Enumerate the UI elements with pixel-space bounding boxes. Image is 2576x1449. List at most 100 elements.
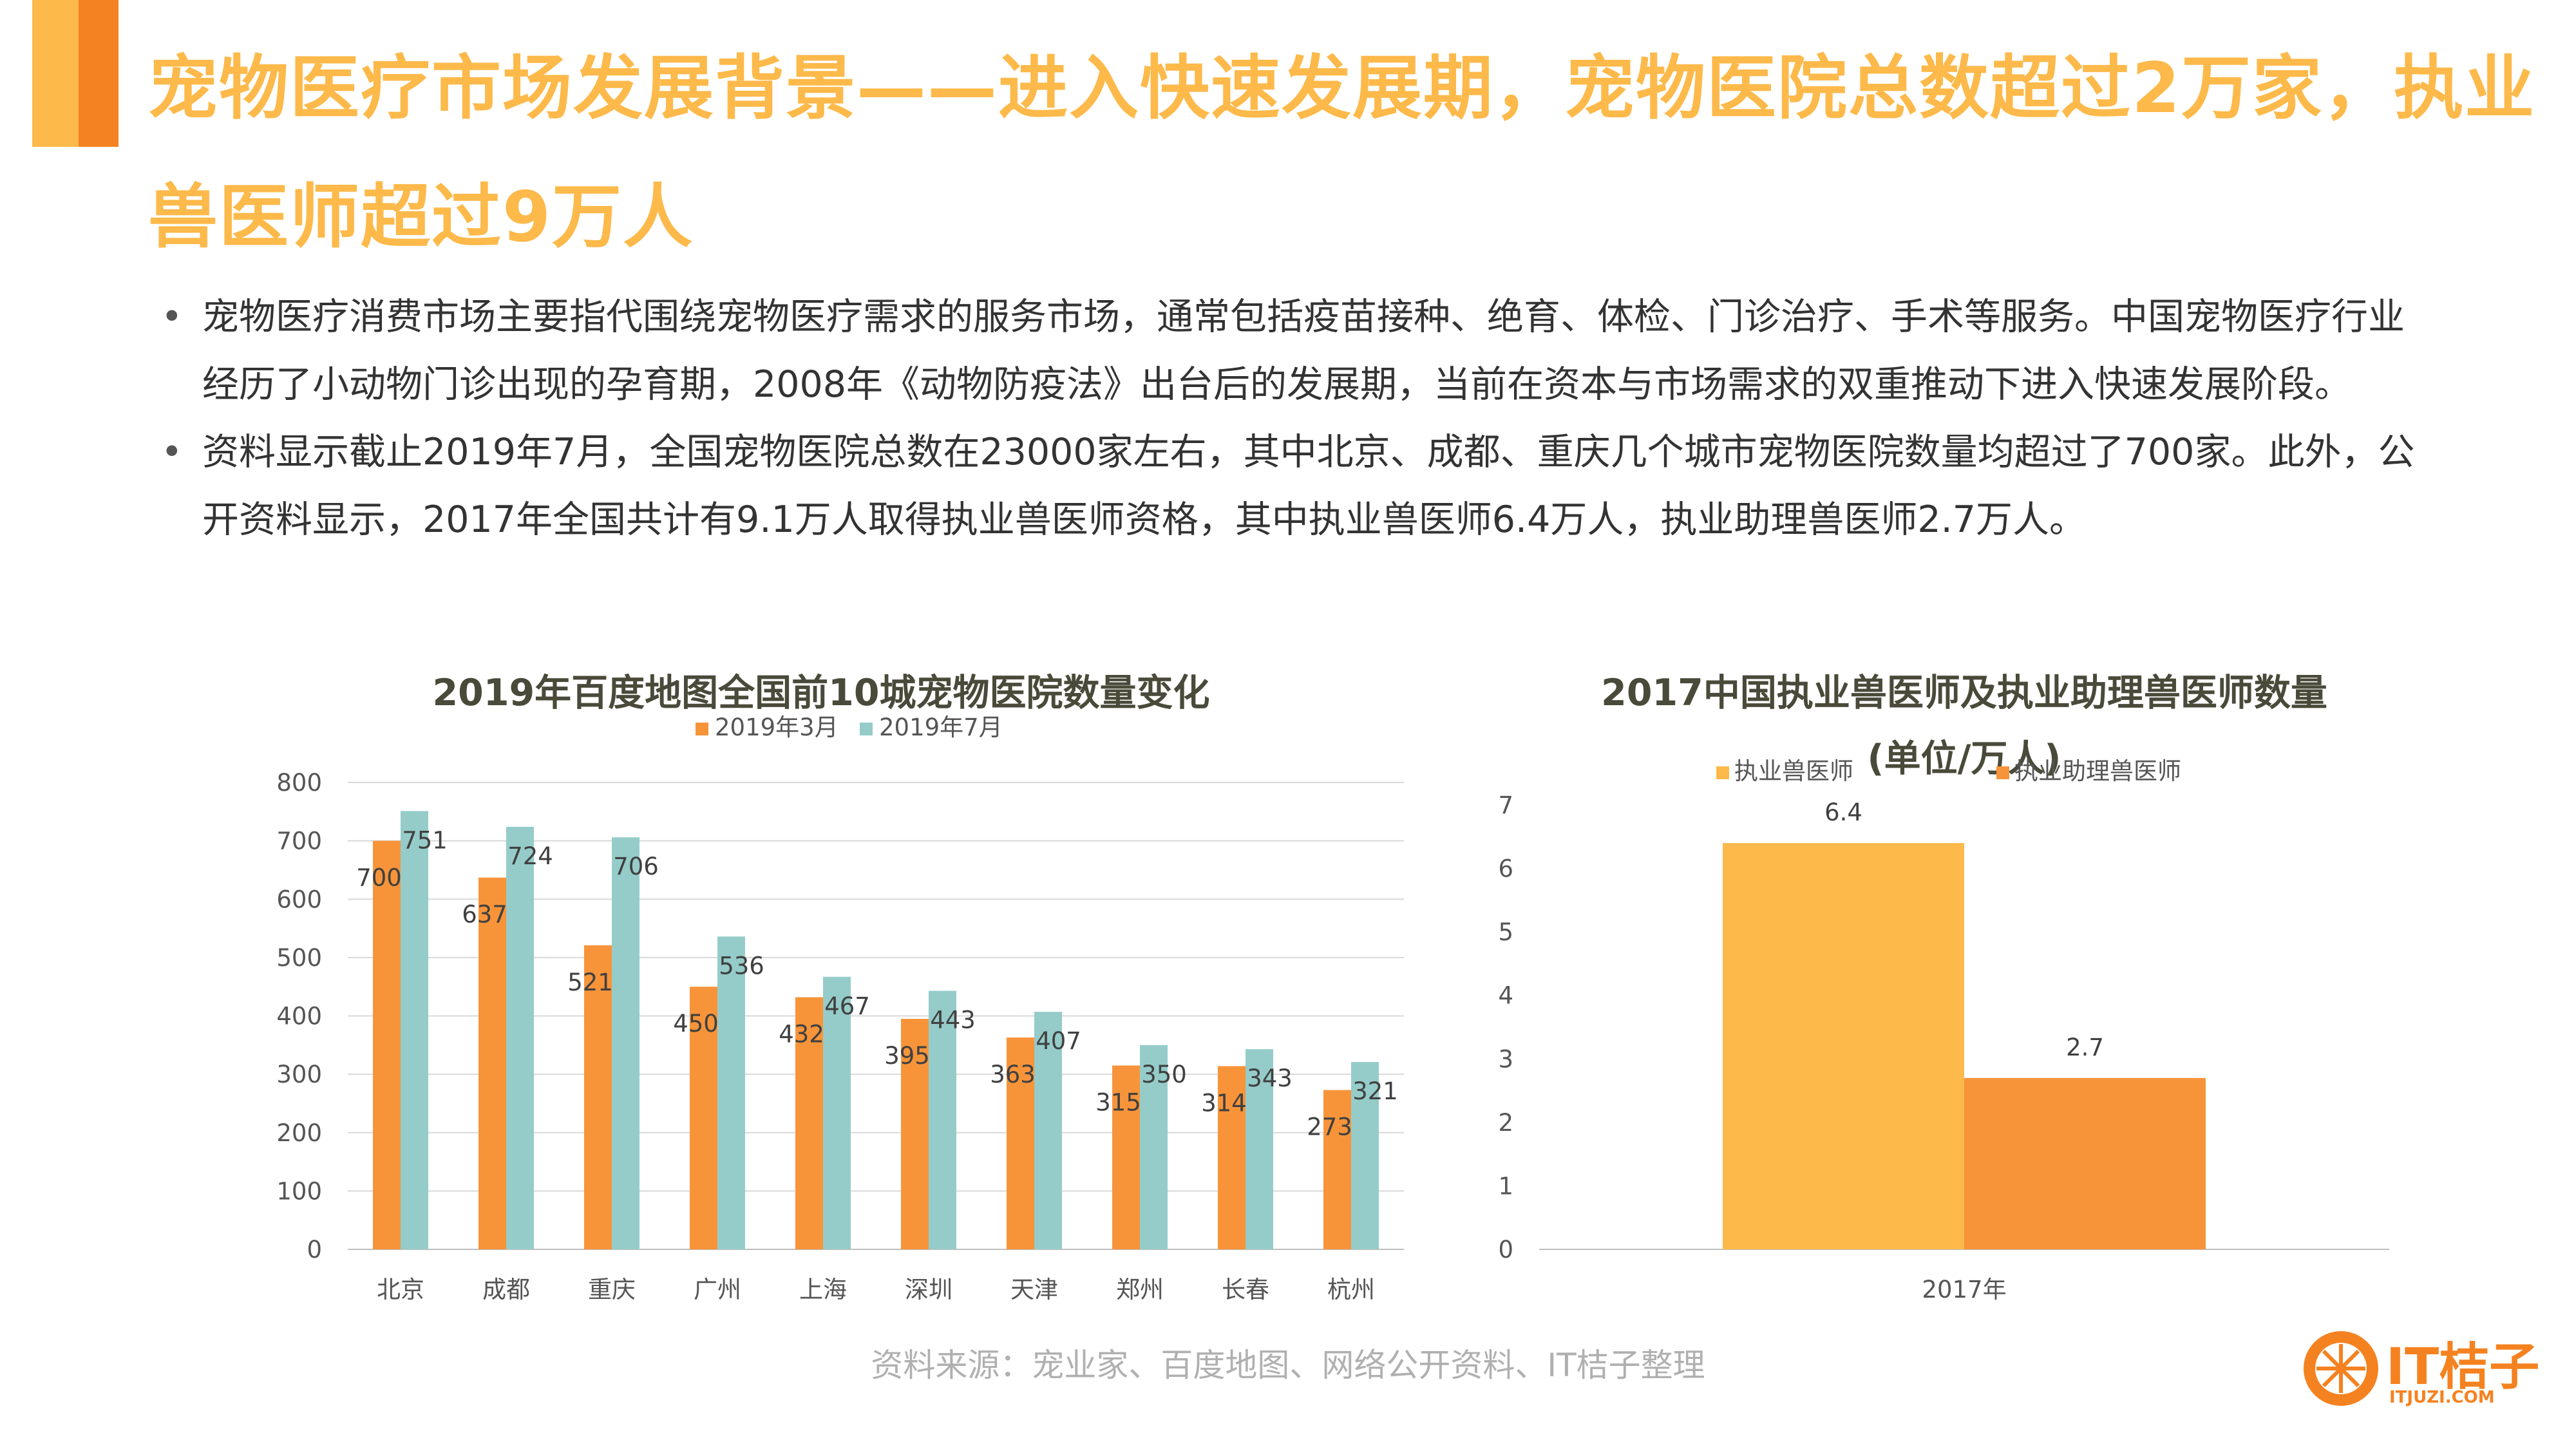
orange-logo-icon xyxy=(2304,1331,2378,1406)
x-tick-label: 深圳 xyxy=(905,1276,952,1303)
title-accent-bar-orange xyxy=(79,0,118,147)
y-tick-label: 4 xyxy=(1498,982,1513,1010)
data-label: 6.4 xyxy=(1824,799,1862,826)
page-title: 宠物医疗市场发展背景——进入快速发展期，宠物医院总数超过2万家，执业兽医师超过9… xyxy=(148,48,2536,258)
bar-march xyxy=(901,1019,929,1249)
y-tick-label: 2 xyxy=(1498,1109,1513,1137)
legend-swatch-1 xyxy=(696,723,708,735)
y-tick-label: 1 xyxy=(1498,1172,1513,1200)
bullet-item: • 宠物医疗消费市场主要指代围绕宠物医疗需求的服务市场，通常包括疫苗接种、绝育、… xyxy=(161,283,2415,419)
chart2-subtitle: (单位/万人) xyxy=(1867,737,2061,780)
x-tick-label: 广州 xyxy=(694,1276,741,1303)
y-tick-label: 700 xyxy=(276,828,322,855)
y-tick-label: 0 xyxy=(307,1236,322,1264)
legend-label-2: 执业助理兽医师 xyxy=(2014,757,2181,785)
y-tick-label: 600 xyxy=(276,886,322,913)
itjuzi-logo: IT桔子 ITJUZI.COM xyxy=(2299,1320,2544,1423)
bullet-dot: • xyxy=(161,296,183,338)
bar-july xyxy=(506,826,534,1249)
data-label: 432 xyxy=(779,1021,824,1048)
data-label: 2.7 xyxy=(2066,1034,2104,1061)
data-label: 395 xyxy=(884,1042,930,1070)
bullet-text: 资料显示截止2019年7月，全国宠物医院总数在23000家左右，其中北京、成都、… xyxy=(202,431,2415,541)
data-label: 407 xyxy=(1036,1027,1081,1055)
data-label: 706 xyxy=(613,853,659,880)
y-tick-label: 400 xyxy=(276,1003,322,1030)
bar-vet xyxy=(1723,843,1964,1249)
bar-july xyxy=(1140,1045,1168,1249)
y-tick-label: 500 xyxy=(276,944,322,972)
bar-march xyxy=(1007,1037,1034,1249)
y-tick-label: 6 xyxy=(1498,855,1513,883)
legend-swatch-2 xyxy=(860,723,873,735)
x-tick-label: 2017年 xyxy=(1922,1276,2006,1303)
bullet-list: • 宠物医疗消费市场主要指代围绕宠物医疗需求的服务市场，通常包括疫苗接种、绝育、… xyxy=(161,283,2415,554)
logo-subtext: ITJUZI.COM xyxy=(2389,1388,2495,1407)
logo-text: IT桔子 xyxy=(2386,1338,2540,1396)
y-tick-label: 5 xyxy=(1498,918,1513,946)
data-label: 314 xyxy=(1201,1089,1247,1117)
x-tick-label: 长春 xyxy=(1222,1276,1269,1303)
data-label: 343 xyxy=(1247,1065,1293,1092)
data-label: 536 xyxy=(719,952,764,980)
bar-march xyxy=(795,997,823,1249)
data-label: 751 xyxy=(402,826,448,854)
legend-swatch-2 xyxy=(1996,766,2009,779)
y-tick-label: 300 xyxy=(276,1061,322,1088)
bar-july xyxy=(929,990,956,1249)
data-label: 450 xyxy=(673,1010,719,1037)
data-label: 724 xyxy=(507,842,553,870)
data-label: 350 xyxy=(1141,1061,1187,1088)
bar-july xyxy=(717,936,745,1249)
bar-march xyxy=(373,840,401,1249)
data-label: 321 xyxy=(1352,1077,1398,1105)
bar-july xyxy=(401,811,428,1249)
bar-march xyxy=(690,987,717,1249)
bar-march xyxy=(1218,1066,1245,1249)
y-tick-label: 800 xyxy=(276,769,322,797)
bar-march xyxy=(584,945,612,1249)
data-label: 315 xyxy=(1095,1089,1141,1117)
x-tick-label: 北京 xyxy=(377,1276,424,1303)
bar-july xyxy=(612,837,639,1249)
data-label: 700 xyxy=(356,864,402,892)
chart2-title: 2017中国执业兽医师及执业助理兽医师数量 xyxy=(1601,672,2327,714)
data-label: 363 xyxy=(990,1061,1036,1088)
bar-july xyxy=(1351,1062,1379,1249)
y-tick-label: 100 xyxy=(276,1177,322,1205)
y-tick-label: 7 xyxy=(1498,791,1513,819)
chart1-city-hospitals: 2019年3月 2019年7月 0 100 200 300 400 500 600 700 800 北… xyxy=(276,714,1404,1303)
bar-july xyxy=(823,976,851,1249)
chart1-title: 2019年百度地图全国前10城宠物医院数量变化 xyxy=(432,672,1210,714)
data-label: 273 xyxy=(1307,1113,1352,1141)
bar-march xyxy=(1112,1065,1140,1249)
data-label: 521 xyxy=(567,969,613,996)
legend-swatch-1 xyxy=(1716,766,1729,779)
x-tick-label: 天津 xyxy=(1010,1276,1058,1303)
bar-july xyxy=(1034,1012,1062,1249)
x-tick-label: 上海 xyxy=(799,1276,847,1303)
legend-label-1: 2019年3月 xyxy=(715,714,838,741)
x-tick-label: 郑州 xyxy=(1116,1276,1164,1303)
bar-march xyxy=(1323,1090,1351,1249)
data-label: 467 xyxy=(824,992,870,1020)
y-tick-label: 3 xyxy=(1498,1045,1513,1073)
bar-july xyxy=(1245,1049,1273,1249)
bar-march xyxy=(478,877,506,1249)
legend-label-2: 2019年7月 xyxy=(879,714,1003,741)
x-tick-label: 重庆 xyxy=(588,1276,636,1303)
x-tick-label: 成都 xyxy=(482,1276,530,1303)
chart2-veterinarians: 执业兽医师 执业助理兽医师 0 1 2 3 4 5 6 7 6.4 2.7 2017年 xyxy=(1498,757,2389,1303)
source-note: 资料来源：宠业家、百度地图、网络公开资料、IT桔子整理 xyxy=(871,1347,1705,1384)
data-label: 443 xyxy=(930,1007,976,1034)
bar-assistant-vet xyxy=(1964,1077,2206,1249)
y-tick-label: 0 xyxy=(1498,1236,1513,1264)
y-tick-label: 200 xyxy=(276,1119,322,1147)
bullet-dot: • xyxy=(161,431,183,473)
title-accent-bar-yellow xyxy=(32,0,79,147)
legend-label-1: 执业兽医师 xyxy=(1734,757,1853,785)
bullet-text: 宠物医疗消费市场主要指代围绕宠物医疗需求的服务市场，通常包括疫苗接种、绝育、体检… xyxy=(202,296,2405,406)
bullet-item: • 资料显示截止2019年7月，全国宠物医院总数在23000家左右，其中北京、成… xyxy=(161,419,2415,554)
x-tick-label: 杭州 xyxy=(1327,1276,1375,1303)
data-label: 637 xyxy=(462,901,507,929)
